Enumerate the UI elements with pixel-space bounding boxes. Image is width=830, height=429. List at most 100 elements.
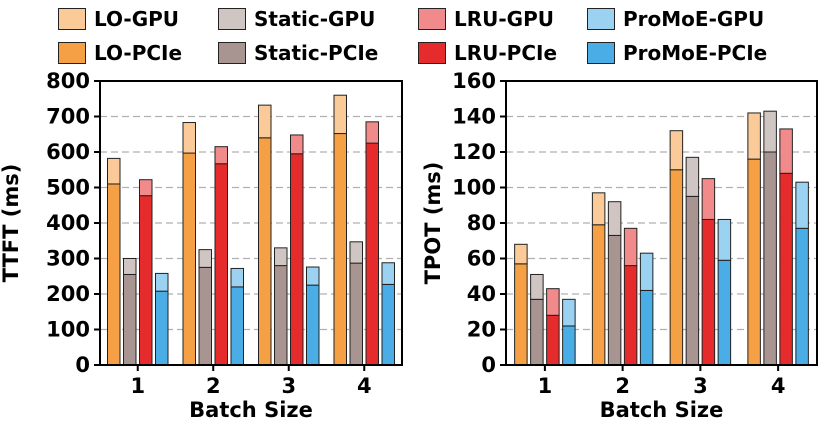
x-tick-label: 4 xyxy=(771,374,786,398)
y-tick-label: 0 xyxy=(481,353,496,377)
legend-label: LO-PCIe xyxy=(94,41,183,65)
x-axis-title: Batch Size xyxy=(600,398,724,422)
y-tick-label: 160 xyxy=(452,69,496,93)
legend-label: ProMoE-PCIe xyxy=(623,41,768,65)
legend-swatch xyxy=(587,8,615,30)
legend-item-lru-pcie: LRU-PCIe xyxy=(418,38,557,68)
bar-lo-pcie-2 xyxy=(591,224,606,366)
bar-promoe-gpu-2 xyxy=(230,267,244,288)
legend-swatch xyxy=(218,42,246,64)
y-tick-label: 140 xyxy=(452,105,496,129)
legend-label: LRU-PCIe xyxy=(454,41,558,65)
bar-lru-pcie-1 xyxy=(546,314,560,366)
legend-label: ProMoE-GPU xyxy=(623,7,765,31)
y-tick-label: 0 xyxy=(75,353,90,377)
bar-static-gpu-4 xyxy=(349,241,363,264)
y-axis-title: TPOT (ms) xyxy=(421,162,445,285)
x-tick-label: 1 xyxy=(538,374,553,398)
x-tick-label: 4 xyxy=(357,374,372,398)
legend-swatch xyxy=(58,8,86,30)
bar-lo-pcie-3 xyxy=(669,169,684,366)
bar-lo-gpu-4 xyxy=(333,94,347,135)
y-tick-label: 200 xyxy=(46,282,90,306)
y-tick-label: 40 xyxy=(467,282,496,306)
legend-swatch xyxy=(587,42,615,64)
x-tick-label: 2 xyxy=(206,374,221,398)
bar-lo-gpu-2 xyxy=(591,192,606,226)
y-tick-label: 600 xyxy=(46,140,90,164)
bar-static-pcie-4 xyxy=(763,151,777,366)
bar-promoe-pcie-3 xyxy=(717,259,732,366)
bar-promoe-gpu-3 xyxy=(306,266,320,286)
bar-lru-gpu-4 xyxy=(365,121,379,144)
bar-static-gpu-2 xyxy=(607,201,622,236)
bar-promoe-gpu-1 xyxy=(155,272,169,292)
bar-promoe-gpu-1 xyxy=(562,298,576,327)
legend-item-static-pcie: Static-PCIe xyxy=(218,38,378,68)
bar-promoe-pcie-1 xyxy=(562,325,576,366)
bar-promoe-gpu-2 xyxy=(639,252,654,291)
legend-swatch xyxy=(58,42,86,64)
bar-lru-gpu-1 xyxy=(139,179,153,197)
bar-lru-pcie-3 xyxy=(701,218,716,366)
bar-promoe-gpu-4 xyxy=(795,181,809,229)
y-axis-title: TTFT (ms) xyxy=(0,164,23,283)
bar-lru-pcie-4 xyxy=(779,172,793,366)
x-tick-label: 1 xyxy=(130,374,145,398)
bar-lo-gpu-4 xyxy=(747,112,761,160)
y-tick-label: 80 xyxy=(467,211,496,235)
bar-lo-gpu-1 xyxy=(107,157,121,185)
bar-lo-gpu-3 xyxy=(669,130,684,171)
bar-static-gpu-1 xyxy=(530,273,544,300)
bar-lru-gpu-3 xyxy=(290,134,304,155)
x-tick-label: 3 xyxy=(281,374,296,398)
bar-static-pcie-3 xyxy=(685,195,700,366)
legend-label: LRU-GPU xyxy=(454,7,554,31)
bar-static-gpu-1 xyxy=(123,258,137,275)
bar-lru-gpu-2 xyxy=(214,146,228,165)
bar-promoe-pcie-2 xyxy=(639,289,654,366)
legend-item-promoe-gpu: ProMoE-GPU xyxy=(587,4,764,34)
legend: LO-GPU Static-GPU LRU-GPU ProMoE-GPU LO-PCIe… xyxy=(0,0,830,76)
bar-lru-gpu-3 xyxy=(701,178,716,220)
bar-promoe-gpu-3 xyxy=(717,218,732,261)
bar-lo-pcie-1 xyxy=(514,263,528,366)
legend-item-static-gpu: Static-GPU xyxy=(218,4,375,34)
y-tick-label: 100 xyxy=(452,176,496,200)
bar-lo-gpu-1 xyxy=(514,243,528,265)
y-tick-label: 300 xyxy=(46,247,90,271)
legend-label: Static-PCIe xyxy=(254,41,379,65)
bar-promoe-gpu-4 xyxy=(381,262,395,285)
legend-label: Static-GPU xyxy=(254,7,376,31)
y-tick-label: 20 xyxy=(467,318,496,342)
bar-lru-gpu-2 xyxy=(623,227,638,267)
legend-swatch xyxy=(418,8,446,30)
y-tick-label: 100 xyxy=(46,318,90,342)
y-tick-label: 120 xyxy=(452,140,496,164)
legend-swatch xyxy=(218,8,246,30)
bar-lru-gpu-4 xyxy=(779,128,793,174)
bar-static-gpu-3 xyxy=(274,247,288,267)
y-tick-label: 60 xyxy=(467,247,496,271)
x-tick-label: 2 xyxy=(615,374,630,398)
legend-item-lo-pcie: LO-PCIe xyxy=(58,38,182,68)
bar-static-gpu-3 xyxy=(685,156,700,197)
bar-lru-pcie-2 xyxy=(623,265,638,366)
bar-lo-pcie-4 xyxy=(747,158,761,366)
bar-lru-gpu-1 xyxy=(546,288,560,316)
bar-static-pcie-1 xyxy=(530,298,544,366)
y-tick-label: 700 xyxy=(46,105,90,129)
bar-promoe-pcie-4 xyxy=(795,227,809,366)
bar-static-pcie-2 xyxy=(607,234,622,366)
x-axis-title: Batch Size xyxy=(189,398,313,422)
legend-label: LO-GPU xyxy=(94,7,180,31)
x-tick-label: 3 xyxy=(693,374,708,398)
bar-static-gpu-2 xyxy=(198,249,212,268)
bar-lo-gpu-2 xyxy=(182,122,196,154)
y-tick-label: 400 xyxy=(46,211,90,235)
legend-item-promoe-pcie: ProMoE-PCIe xyxy=(587,38,767,68)
legend-item-lru-gpu: LRU-GPU xyxy=(418,4,554,34)
legend-item-lo-gpu: LO-GPU xyxy=(58,4,179,34)
bar-lo-gpu-3 xyxy=(258,104,272,139)
